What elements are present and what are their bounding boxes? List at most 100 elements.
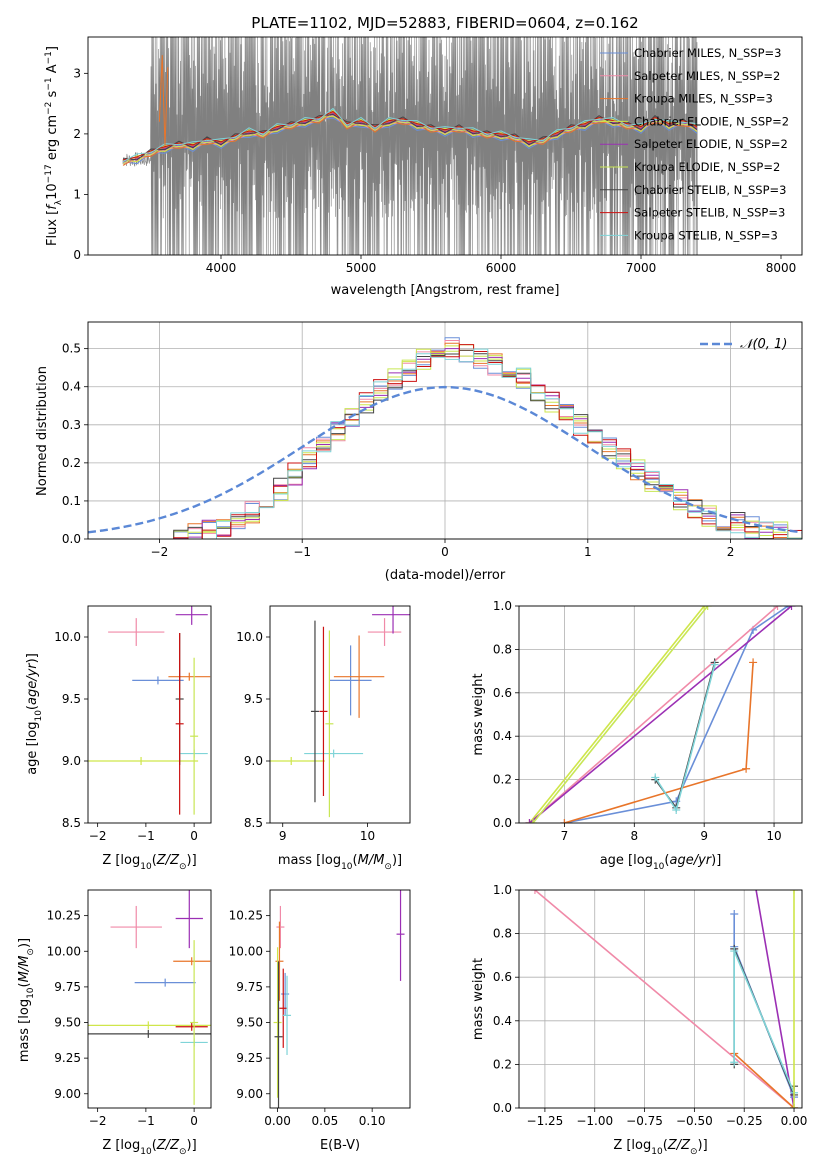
mass-weight-point bbox=[710, 660, 719, 669]
mass-weight-line bbox=[755, 890, 795, 1108]
mass-weight-line bbox=[532, 606, 709, 823]
x-tick-label: 1 bbox=[584, 545, 592, 559]
x-tick-label: −2 bbox=[89, 1114, 107, 1128]
legend-entry: Kroupa MILES, N_SSP=3 bbox=[634, 92, 773, 106]
observed-spectrum bbox=[122, 37, 698, 255]
mass-weight-point bbox=[651, 773, 660, 782]
plot-area bbox=[88, 337, 802, 539]
plot-area bbox=[88, 890, 211, 1105]
y-tick-label: 8.5 bbox=[244, 816, 263, 830]
axes-frame bbox=[87, 889, 212, 1109]
y-tick-label: 10.0 bbox=[54, 630, 81, 644]
y-tick-label: 0.0 bbox=[493, 1101, 512, 1115]
x-tick-label: −2 bbox=[89, 829, 107, 843]
x-tick-label: 10 bbox=[766, 829, 781, 843]
chart-title: PLATE=1102, MJD=52883, FIBERID=0604, z=0… bbox=[251, 14, 638, 32]
axes-6: 0.00 0.05 0.10 9.00 9.25 9.50 9.75 10.00 10.25 bbox=[229, 889, 411, 1128]
x-tick-label: 5000 bbox=[346, 261, 377, 275]
mass-weight-point bbox=[560, 819, 569, 823]
x-tick-label: 0.10 bbox=[359, 1114, 386, 1128]
y-tick-label: 0.8 bbox=[493, 927, 512, 941]
mass-weight-point bbox=[700, 606, 709, 610]
legend-entry: Salpeter ELODIE, N_SSP=2 bbox=[634, 137, 788, 151]
y-axis-label: age [log10(age/yr)] bbox=[25, 653, 44, 775]
y-tick-label: 0.0 bbox=[62, 532, 81, 546]
x-axis-label: age [log10(age/yr)] bbox=[600, 853, 722, 872]
x-tick-label: 10 bbox=[360, 829, 375, 843]
y-tick-label: 1 bbox=[73, 187, 81, 201]
y-tick-label: 0 bbox=[73, 248, 81, 262]
x-axis-label: Z [log10(Z/Z⊙)] bbox=[613, 1138, 707, 1157]
plot-area bbox=[122, 37, 698, 255]
x-tick-label: −1.25 bbox=[527, 1114, 564, 1128]
x-tick-label: 2 bbox=[727, 545, 735, 559]
y-tick-label: 10.00 bbox=[47, 944, 81, 958]
x-tick-label: 0.00 bbox=[781, 1114, 808, 1128]
model-spectrum-line bbox=[122, 110, 698, 161]
y-axis-label-group: age [log10(age/yr)] bbox=[25, 653, 44, 775]
mass-weight-point bbox=[672, 805, 681, 814]
model-spike bbox=[158, 55, 169, 147]
y-tick-label: 9.50 bbox=[54, 1016, 81, 1030]
mass-weight-point bbox=[790, 890, 799, 894]
x-axis-label: Z [log10(Z/Z⊙)] bbox=[102, 853, 196, 872]
y-tick-label: 1.0 bbox=[493, 883, 512, 897]
legend-entry: Kroupa ELODIE, N_SSP=2 bbox=[634, 160, 780, 174]
x-tick-label: 7000 bbox=[626, 261, 657, 275]
y-tick-label: 0.2 bbox=[493, 773, 512, 787]
mass-weight-line bbox=[564, 662, 754, 823]
axes-5: −2 −1 0 9.00 9.25 9.50 9.75 10.00 10.25 bbox=[47, 889, 212, 1128]
y-tick-label: 0.2 bbox=[493, 1057, 512, 1071]
x-axis-label: mass [log10(M/M⊙)] bbox=[278, 853, 402, 872]
x-tick-label: −1 bbox=[137, 829, 155, 843]
legend-entry: Chabrier STELIB, N_SSP=3 bbox=[634, 183, 786, 197]
legend-entry: Salpeter MILES, N_SSP=2 bbox=[634, 69, 780, 83]
mass-weight-line bbox=[528, 606, 793, 823]
axes-frame bbox=[518, 605, 803, 824]
mass-weight-line bbox=[733, 950, 795, 1094]
mass-weight-point bbox=[525, 819, 534, 823]
legend-entry: Salpeter STELIB, N_SSP=3 bbox=[634, 206, 785, 220]
plot-area bbox=[270, 606, 410, 818]
y-tick-label: 9.75 bbox=[236, 980, 263, 994]
y-tick-label: 0.4 bbox=[493, 729, 512, 743]
legend-entry: Chabrier ELODIE, N_SSP=2 bbox=[634, 114, 789, 128]
normal-curve bbox=[88, 385, 802, 534]
y-tick-label: 9.00 bbox=[54, 1087, 81, 1101]
x-tick-label: −0.25 bbox=[726, 1114, 763, 1128]
model-spectrum-line bbox=[122, 113, 698, 161]
y-tick-label: 0.4 bbox=[493, 1014, 512, 1028]
y-tick-label: 9.5 bbox=[244, 692, 263, 706]
axes-4: 7 8 9 10 0.0 0.2 0.4 0.6 0.8 1.0 bbox=[493, 599, 803, 843]
plot-area bbox=[525, 606, 796, 823]
axes-frame bbox=[87, 321, 803, 540]
mass-weight-point bbox=[703, 606, 712, 610]
x-tick-label: −1 bbox=[137, 1114, 155, 1128]
y-axis-label-group: Flux [fλ10−17 erg cm−2 s−1 A−1] bbox=[44, 46, 64, 246]
mass-weight-line bbox=[564, 606, 789, 823]
axes-0: 4000 5000 6000 7000 8000 0 1 2 3 bbox=[73, 36, 803, 275]
histogram-step bbox=[88, 348, 802, 539]
y-tick-label: 0.4 bbox=[62, 380, 81, 394]
model-spectrum-line bbox=[122, 107, 698, 163]
axes-frame bbox=[269, 605, 411, 824]
plot-area bbox=[88, 606, 211, 815]
y-axis-label: mass [log10(M/M⊙)] bbox=[17, 938, 36, 1062]
legend-entry: Kroupa STELIB, N_SSP=3 bbox=[634, 228, 778, 242]
x-axis-label: wavelength [Angstrom, rest frame] bbox=[331, 283, 560, 298]
mass-weight-line bbox=[534, 890, 795, 1108]
y-tick-label: 10.0 bbox=[236, 630, 263, 644]
x-axis-label: Z [log10(Z/Z⊙)] bbox=[102, 1138, 196, 1157]
mass-weight-point bbox=[787, 606, 796, 610]
y-tick-label: 9.0 bbox=[62, 754, 81, 768]
y-tick-label: 0.6 bbox=[493, 970, 512, 984]
x-tick-label: 8000 bbox=[766, 261, 797, 275]
y-tick-label: 0.8 bbox=[493, 642, 512, 656]
x-axis-label: E(B-V) bbox=[320, 1138, 360, 1153]
axes-frame bbox=[87, 36, 803, 256]
y-tick-label: 0.3 bbox=[62, 418, 81, 432]
y-tick-label: 10.25 bbox=[229, 909, 263, 923]
mass-weight-point bbox=[749, 658, 758, 667]
y-tick-label: 3 bbox=[73, 66, 81, 80]
x-tick-label: 9 bbox=[279, 829, 287, 843]
